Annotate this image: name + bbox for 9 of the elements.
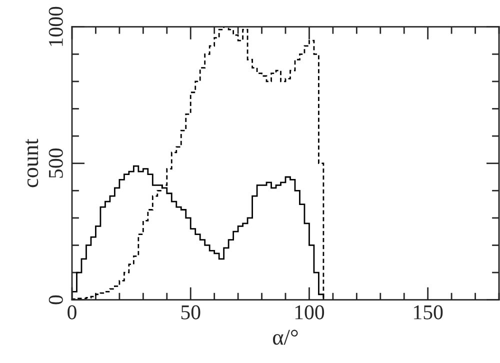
y-axis-title: count	[25, 138, 38, 188]
y-tick-label: 0	[48, 295, 63, 304]
y-tick-label: 500	[48, 148, 63, 178]
y-tick-label: 1000	[48, 6, 63, 46]
x-tick-label: 100	[295, 305, 324, 320]
x-axis-title: α/°	[272, 330, 298, 345]
x-tick-label: 50	[181, 305, 200, 320]
x-tick-label: 0	[68, 305, 76, 320]
x-tick-label: 150	[414, 305, 443, 320]
